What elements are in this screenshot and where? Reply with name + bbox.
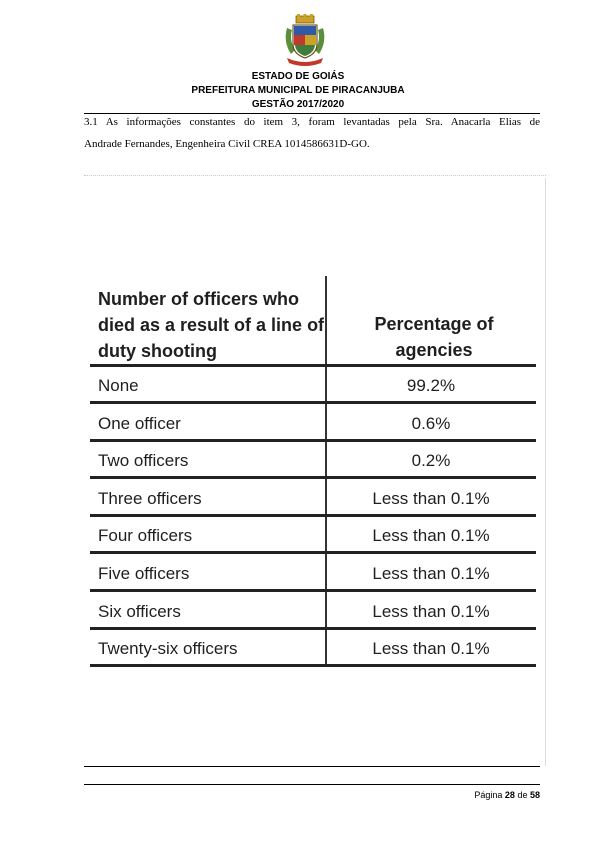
embedded-table-image [84,178,546,766]
table-cell-percentage: 99.2% [406,376,456,395]
table-cell-officers: One officer [98,413,181,433]
header-state: ESTADO DE GOIÁS [251,71,345,82]
coat-of-arms-icon [283,14,327,66]
table-row-rule [90,589,536,592]
page-total: 58 [529,790,540,800]
table-cell-percentage: 0.2% [411,451,451,471]
table-cell-percentage: Less than 0.1% [372,526,490,546]
page-current: 28 [504,790,515,800]
table-row-rule [90,401,536,404]
table-header-officers: Number of officers who died as a result … [98,289,325,361]
paragraph-line-2: Andrade Fernandes, Engenheira Civil CREA… [84,138,370,150]
table-cell-percentage: Less than 0.1% [372,488,490,508]
page-number: Página 28 de 58 [440,790,540,800]
page-label: Página [474,790,503,800]
table-column-divider [325,276,327,666]
table-header-rule [90,364,536,367]
table-cell-officers: Four officers [98,526,193,546]
table-header-percentage: Percentage of agencies [374,314,494,360]
table-cell-officers: Two officers [98,451,189,471]
table-row-rule [90,513,536,517]
table-cell-percentage: Less than 0.1% [372,564,490,583]
table-cell-officers: Six officers [98,601,181,621]
table-cell-officers: Three officers [98,488,202,508]
header-rule [84,113,540,114]
table-cell-officers: None [98,376,139,395]
table-cell-percentage: Less than 0.1% [372,639,490,659]
table-cell-officers: Twenty-six officers [98,639,238,659]
footer-rule-1 [84,766,540,767]
table-row-rule [90,476,536,480]
table-cell-officers: Five officers [98,564,190,583]
table-cell-percentage: 0.6% [411,413,451,433]
paragraph-line-1: 3.1 As informações constantes do item 3,… [84,116,540,128]
page-of: de [517,790,528,800]
footer-rule-2 [84,784,540,785]
table-cell-percentage: Less than 0.1% [372,601,490,621]
table-row-rule [90,438,536,442]
header-term: GESTÃO 2017/2020 [251,99,345,110]
table-row-rule [90,664,536,668]
table-row-rule [90,626,536,630]
image-top-edge [84,175,546,176]
header-prefecture: PREFEITURA MUNICIPAL DE PIRACANJUBA [191,85,405,96]
table-row-rule [90,551,536,555]
